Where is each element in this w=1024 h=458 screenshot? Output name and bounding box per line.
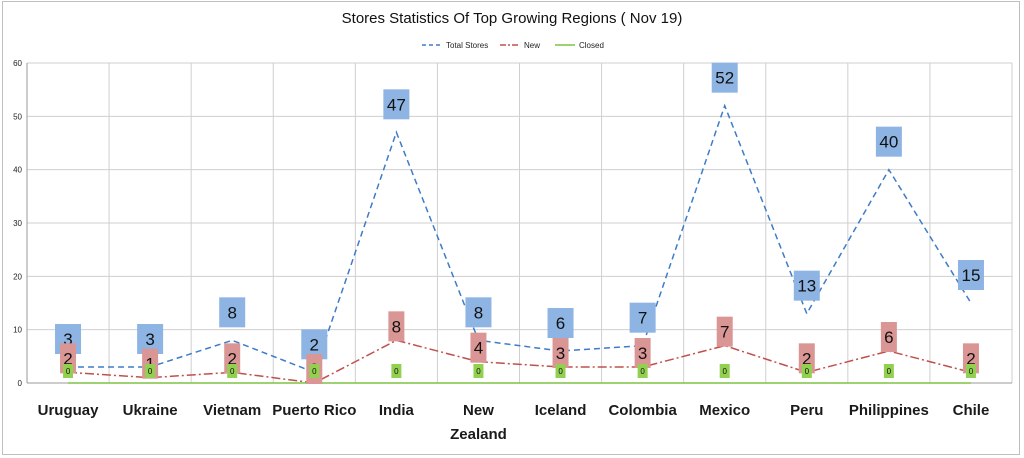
- x-tick-label: Mexico: [699, 402, 750, 419]
- new-data-label: 3: [638, 344, 647, 363]
- closed-label-box: [719, 364, 730, 378]
- closed-label-box: [801, 364, 812, 378]
- x-tick-line: Zealand: [450, 426, 507, 443]
- series-line-0: [68, 103, 972, 374]
- total-data-label: 6: [556, 314, 565, 333]
- closed-label-box: [145, 364, 156, 378]
- closed-label-box: [309, 364, 320, 378]
- closed-data-label: 0: [558, 367, 563, 376]
- closed-label-box: [391, 364, 402, 378]
- total-data-label: 8: [474, 303, 483, 322]
- closed-data-label: 0: [66, 367, 71, 376]
- x-tick-label: Uruguay: [38, 402, 100, 419]
- closed-label-box: [883, 364, 894, 378]
- new-label-box: [716, 316, 733, 347]
- legend-label: Closed: [579, 41, 604, 50]
- y-tick-label: 50: [13, 112, 22, 121]
- new-label-box: [552, 338, 569, 368]
- x-tick-label: New Zealand: [450, 402, 507, 443]
- x-tick-label: Ukraine: [123, 402, 178, 419]
- total-data-label: 40: [879, 133, 898, 152]
- total-label-box: [793, 270, 820, 301]
- total-label-box: [957, 260, 984, 290]
- closed-data-label: 0: [969, 367, 974, 376]
- legend: Total Stores New Closed: [422, 41, 604, 50]
- chart-title: Stores Statistics Of Top Growing Regions…: [342, 10, 683, 27]
- y-tick-label: 40: [13, 166, 22, 175]
- y-tick-label: 60: [13, 59, 22, 68]
- total-label-box: [465, 297, 492, 328]
- total-label-box: [219, 297, 246, 328]
- total-data-label: 47: [387, 95, 406, 114]
- total-data-label: 8: [227, 303, 236, 322]
- total-label-box: [629, 302, 656, 333]
- total-data-label: 3: [63, 330, 72, 349]
- x-tick-label: Philippines: [849, 402, 929, 419]
- series-line-1: [67, 339, 972, 384]
- x-tick-label: Puerto Rico: [272, 402, 356, 419]
- new-data-label: 3: [556, 344, 565, 363]
- closed-label-box: [473, 364, 484, 378]
- total-label-box: [547, 308, 574, 338]
- gridlines: [26, 62, 1013, 384]
- new-label-box: [470, 332, 487, 363]
- closed-label-box: [63, 364, 74, 378]
- total-label-box: [711, 62, 738, 93]
- x-tick-label: Chile: [953, 402, 990, 419]
- legend-label: Total Stores: [446, 41, 488, 50]
- new-label-box: [634, 338, 651, 368]
- total-data-label: 3: [145, 330, 154, 349]
- new-data-label: 7: [720, 323, 729, 342]
- closed-data-label: 0: [312, 367, 317, 376]
- x-tick-line: New: [463, 402, 494, 419]
- new-data-label: 2: [802, 349, 811, 368]
- new-data-label: 2: [227, 349, 236, 368]
- y-tick-label: 10: [13, 326, 22, 335]
- new-data-label: 2: [63, 349, 72, 368]
- x-tick-label: India: [379, 402, 415, 419]
- closed-data-label: 0: [805, 367, 810, 376]
- series-lines: [67, 103, 972, 384]
- closed-data-label: 0: [148, 367, 153, 376]
- x-tick-label: Iceland: [535, 402, 587, 419]
- legend-label: New: [524, 41, 540, 50]
- total-data-label: 7: [638, 309, 647, 328]
- closed-label-box: [965, 364, 976, 378]
- total-data-label: 13: [797, 277, 816, 296]
- closed-label-box: [227, 364, 238, 378]
- new-label-box: [880, 322, 897, 352]
- y-tick-label: 20: [13, 272, 22, 281]
- x-tick-label: Peru: [790, 402, 823, 419]
- total-data-label: 2: [310, 335, 319, 354]
- closed-data-label: 0: [230, 367, 235, 376]
- closed-label-box: [637, 364, 648, 378]
- y-tick-label: 30: [13, 219, 22, 228]
- closed-data-label: 0: [394, 367, 399, 376]
- total-label-box: [383, 89, 410, 120]
- new-data-label: 4: [474, 339, 483, 358]
- data-labels: 3382478675213401521208433726200000000000…: [55, 62, 984, 384]
- total-label-box: [875, 126, 902, 157]
- closed-data-label: 0: [476, 367, 481, 376]
- closed-data-label: 0: [640, 367, 645, 376]
- new-label-box: [388, 311, 405, 342]
- new-data-label: 8: [392, 317, 401, 336]
- new-data-label: 6: [884, 328, 893, 347]
- x-tick-label: Vietnam: [203, 402, 261, 419]
- total-data-label: 52: [715, 69, 734, 88]
- total-data-label: 15: [961, 266, 980, 285]
- closed-data-label: 0: [722, 367, 727, 376]
- y-tick-label: 0: [18, 379, 23, 388]
- new-data-label: 2: [966, 349, 975, 368]
- closed-data-label: 0: [887, 367, 892, 376]
- x-tick-label: Colombia: [608, 402, 677, 419]
- closed-label-box: [555, 364, 566, 378]
